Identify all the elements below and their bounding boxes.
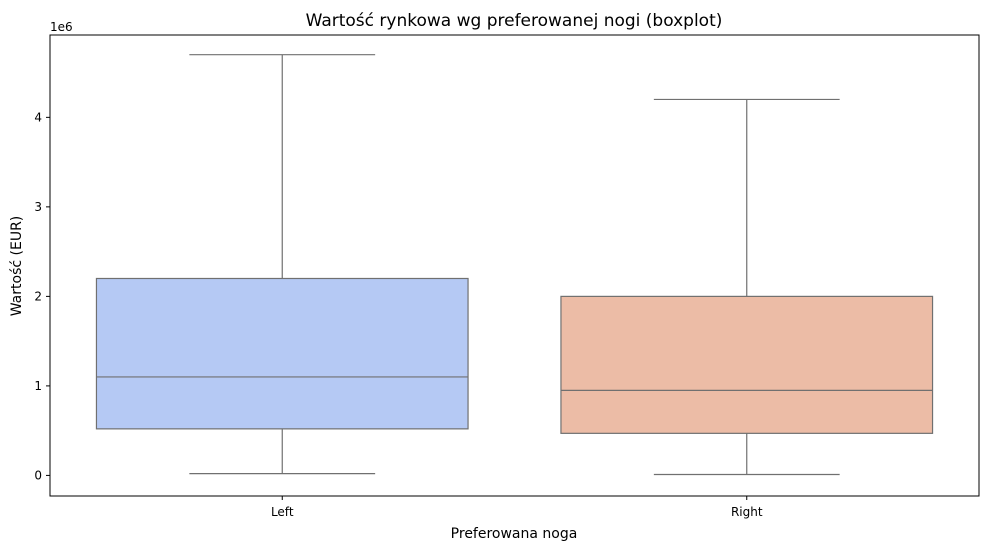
y-offset-label: 1e6 xyxy=(50,20,73,34)
plot-frame xyxy=(49,34,980,497)
y-tick-label: 1 xyxy=(34,379,42,393)
x-tick-label: Left xyxy=(271,505,294,519)
y-tick-label: 3 xyxy=(34,200,42,214)
box-right xyxy=(560,295,934,434)
y-tick-label: 0 xyxy=(34,468,42,482)
x-tick-label: Right xyxy=(731,505,763,519)
y-tick-label: 2 xyxy=(34,289,42,303)
x-axis-label: Preferowana noga xyxy=(451,526,578,542)
box-left xyxy=(95,277,469,430)
plot-area: 0 1 2 3 4 Left Right xyxy=(34,54,934,519)
chart-title: Wartość rynkowa wg preferowanej nogi (bo… xyxy=(306,11,723,31)
y-tick-label: 4 xyxy=(34,110,42,124)
y-axis-label: Wartość (EUR) xyxy=(9,216,25,317)
